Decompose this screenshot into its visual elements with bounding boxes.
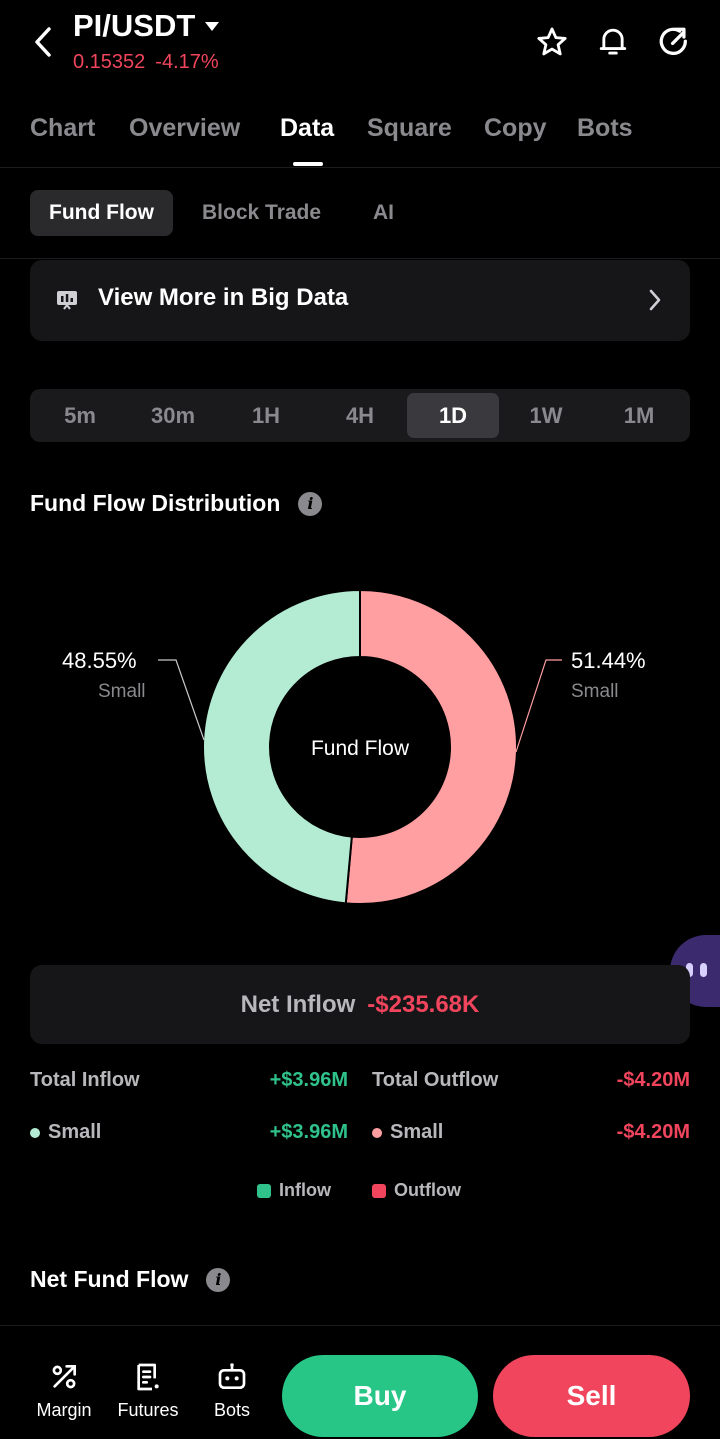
total-inflow-label: Total Inflow [30, 1069, 140, 1091]
timeframe-1w[interactable]: 1W [529, 403, 563, 428]
futures-button[interactable]: Futures [113, 1360, 183, 1421]
subtab-fund-flow[interactable]: Fund Flow [30, 190, 173, 236]
refresh-icon [659, 27, 687, 55]
big-data-label: View More in Big Data [98, 284, 349, 311]
section-title-text: Fund Flow Distribution [30, 490, 281, 516]
inflow-slice[interactable] [202, 588, 361, 905]
big-data-banner[interactable]: View More in Big Data [30, 260, 690, 341]
timeframe-4h[interactable]: 4H [345, 403, 375, 428]
outflow-slice[interactable] [344, 588, 518, 905]
bell-icon [599, 28, 627, 55]
percent-icon [29, 1360, 99, 1394]
robot-icon [197, 1360, 267, 1394]
net-inflow-label: Net Inflow [240, 991, 356, 1018]
futures-label: Futures [117, 1400, 179, 1420]
donut-svg: Fund Flow [158, 588, 562, 905]
star-icon [537, 27, 567, 56]
bots-label: Bots [213, 1400, 251, 1420]
tab-bots[interactable]: Bots [577, 114, 633, 142]
main-tabs: Chart Overview Data Square Copy Bots [0, 104, 720, 168]
refresh-button[interactable] [656, 24, 692, 60]
margin-label: Margin [36, 1400, 92, 1420]
tab-copy[interactable]: Copy [484, 114, 547, 142]
small-outflow-label: Small [390, 1121, 444, 1143]
bots-button[interactable]: Bots [197, 1360, 267, 1421]
outflow-swatch [372, 1183, 386, 1198]
pair-selector[interactable]: PI/USDT [73, 8, 220, 44]
sell-button[interactable]: Sell [493, 1355, 690, 1437]
small-inflow-label: Small [48, 1121, 102, 1143]
presentation-chart-icon [57, 291, 77, 310]
document-icon [113, 1360, 183, 1394]
assistant-eye-icon [700, 963, 707, 977]
tab-overview[interactable]: Overview [129, 114, 241, 142]
total-outflow-label: Total Outflow [372, 1069, 499, 1091]
net-fund-flow-title-text: Net Fund Flow [30, 1266, 189, 1292]
legend-outflow-label: Outflow [394, 1180, 461, 1200]
net-fund-flow-title: Net Fund Flow i [30, 1266, 231, 1293]
alert-button[interactable] [595, 24, 631, 60]
margin-button[interactable]: Margin [29, 1360, 99, 1421]
small-inflow-value: +$3.96M [269, 1121, 348, 1143]
tab-square[interactable]: Square [367, 114, 452, 142]
divider [0, 258, 720, 259]
timeframe-1m[interactable]: 1M [623, 403, 655, 428]
timeframe-1d[interactable]: 1D [407, 393, 499, 438]
legend-outflow: Outflow [372, 1180, 461, 1201]
tab-data[interactable]: Data [280, 114, 335, 142]
left-slice-label: Small [98, 681, 146, 702]
fund-flow-donut-chart: Fund Flow 48.55% Small 51.44% Small [0, 540, 720, 960]
subtab-block-trade[interactable]: Block Trade [202, 201, 322, 224]
back-button[interactable] [28, 22, 58, 62]
tab-chart[interactable]: Chart [30, 114, 96, 142]
net-inflow-value: -$235.68K [367, 991, 480, 1018]
legend-inflow-label: Inflow [279, 1180, 331, 1200]
donut-center-label: Fund Flow [311, 737, 410, 760]
info-icon[interactable]: i [298, 491, 323, 516]
subtab-ai[interactable]: AI [373, 201, 394, 224]
outflow-dot [372, 1127, 382, 1138]
right-slice-percent: 51.44% [571, 648, 646, 673]
small-outflow-row: Small [372, 1121, 443, 1144]
right-leader-line [515, 659, 562, 753]
buy-button[interactable]: Buy [282, 1355, 478, 1437]
inflow-dot [30, 1127, 40, 1138]
left-leader-line [158, 659, 205, 741]
net-inflow-card: Net Inflow -$235.68K [30, 965, 690, 1044]
inflow-swatch [257, 1183, 271, 1198]
left-slice-percent: 48.55% [62, 648, 137, 673]
bottom-action-bar: Margin Futures Bots Buy Sell [0, 1325, 720, 1439]
timeframe-5m[interactable]: 5m [64, 403, 96, 428]
pair-name: PI/USDT [73, 8, 196, 43]
info-icon[interactable]: i [206, 1267, 231, 1292]
chevron-right-icon [649, 289, 661, 311]
timeframe-30m[interactable]: 30m [150, 403, 196, 428]
total-inflow-value: +$3.96M [269, 1069, 348, 1091]
fund-flow-distribution-title: Fund Flow Distribution i [30, 490, 323, 517]
total-outflow-value: -$4.20M [616, 1069, 690, 1091]
assistant-eye-icon [686, 963, 693, 977]
last-price: 0.15352 [73, 51, 146, 73]
price-row: 0.15352 -4.17% [73, 51, 219, 74]
timeframe-1h[interactable]: 1H [251, 403, 281, 428]
small-outflow-value: -$4.20M [616, 1121, 690, 1143]
chevron-left-icon [35, 27, 51, 57]
caret-down-icon [205, 21, 220, 31]
favorite-button[interactable] [534, 24, 570, 60]
small-inflow-row: Small [30, 1121, 101, 1144]
header: PI/USDT 0.15352 -4.17% [0, 0, 720, 90]
legend-inflow: Inflow [257, 1180, 331, 1201]
active-tab-indicator [293, 162, 323, 166]
timeframe-selector: 5m 30m 1H 4H 1D 1W 1M [30, 389, 690, 442]
price-change: -4.17% [155, 51, 219, 73]
right-slice-label: Small [571, 681, 619, 702]
